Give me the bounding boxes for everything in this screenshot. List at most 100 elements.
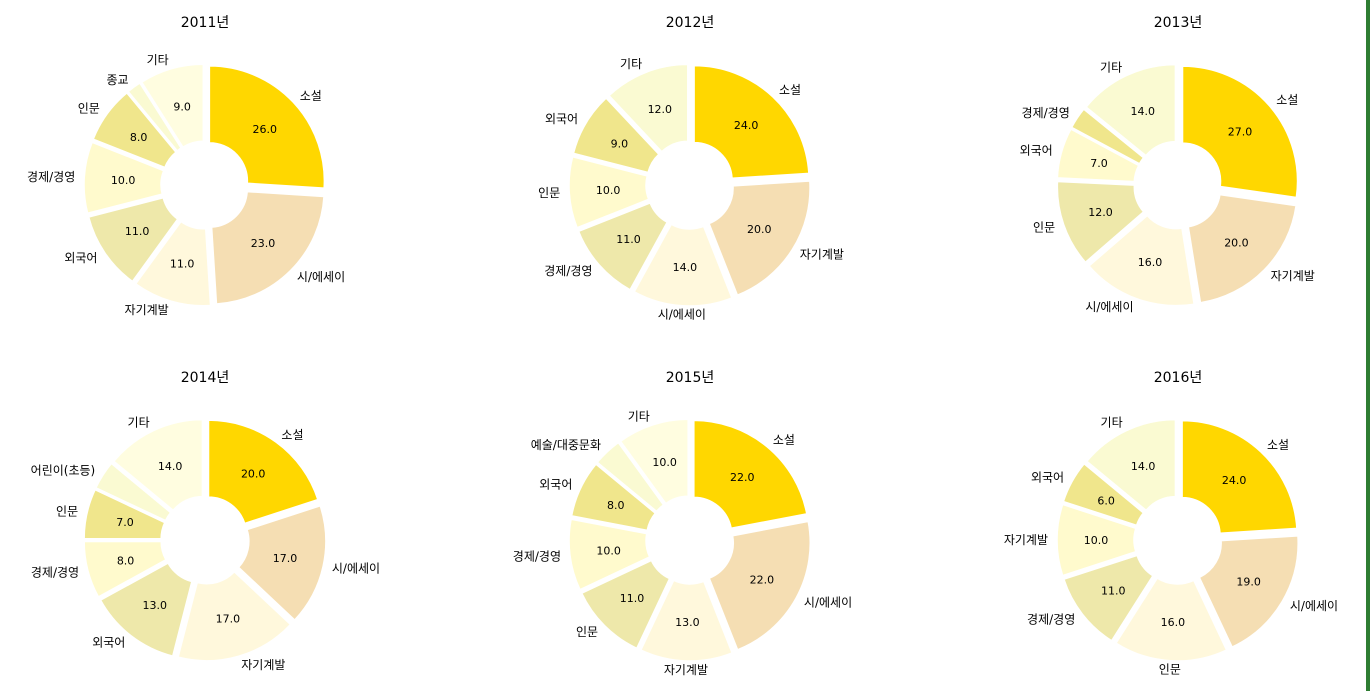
- slice-category-label: 외국어: [1020, 143, 1053, 157]
- slice-value-label: 13.0: [675, 616, 700, 629]
- pie-slice: [1085, 63, 1177, 157]
- pie-chart: 2011년 26.0 소설 23.0 시/에세이 11.0 자기계발 11.0 외국어 10.0 경…: [27, 15, 345, 317]
- slice-value-label: 11.0: [170, 258, 195, 271]
- chart-title: 2012년: [666, 15, 715, 31]
- slice-category-label: 외국어: [92, 636, 125, 650]
- slice-value-label: 16.0: [1138, 256, 1163, 269]
- pie-slice: [1087, 214, 1195, 307]
- pie-slice: [208, 65, 326, 189]
- pie-slice: [177, 570, 292, 662]
- slice-value-label: 8.0: [130, 131, 148, 144]
- pie-slice: [112, 418, 204, 512]
- slice-category-label: 외국어: [539, 478, 572, 492]
- slice-category-label: 시/에세이: [297, 270, 345, 284]
- slice-category-label: 경제/경영: [544, 264, 592, 278]
- donut-hole: [653, 503, 727, 577]
- slice-category-label: 인문: [1159, 663, 1181, 677]
- pie-slice: [570, 463, 657, 532]
- slice-value-label: 9.0: [173, 100, 191, 113]
- pie-chart: 2012년 24.0 소설 20.0 자기계발 14.0 시/에세이 11.0 경제/경영 10.…: [538, 15, 844, 322]
- slice-category-label: 기타: [1101, 415, 1123, 429]
- slice-category-label: 인문: [56, 505, 78, 519]
- pie-slice: [83, 488, 166, 540]
- pie-slice: [577, 201, 669, 291]
- slice-category-label: 예술/대중문화: [531, 438, 601, 452]
- slice-value-label: 14.0: [158, 460, 183, 473]
- slice-category-label: 어린이(초등): [31, 463, 96, 477]
- slice-value-label: 19.0: [1236, 576, 1261, 589]
- slice-value-label: 14.0: [673, 261, 698, 274]
- pie-slice: [207, 419, 319, 525]
- slice-value-label: 22.0: [750, 574, 775, 587]
- slice-category-label: 외국어: [545, 112, 578, 126]
- pie-slice: [1056, 503, 1137, 577]
- slice-value-label: 10.0: [596, 544, 621, 557]
- slice-category-label: 소설: [773, 433, 795, 447]
- slice-category-label: 소설: [281, 428, 303, 442]
- pie-slice: [568, 518, 651, 591]
- window-edge: [1366, 0, 1370, 691]
- donut-hole: [1141, 503, 1215, 577]
- slice-value-label: 20.0: [241, 468, 266, 481]
- slice-value-label: 14.0: [1131, 105, 1156, 118]
- slice-value-label: 7.0: [1090, 157, 1108, 170]
- slice-value-label: 8.0: [607, 499, 625, 512]
- slice-category-label: 외국어: [1031, 470, 1064, 484]
- slice-category-label: 인문: [538, 186, 560, 200]
- slice-category-label: 기타: [1100, 61, 1122, 75]
- slice-value-label: 13.0: [142, 599, 167, 612]
- slice-value-label: 16.0: [1161, 616, 1186, 629]
- slice-category-label: 소설: [300, 89, 322, 103]
- slice-value-label: 24.0: [734, 119, 759, 132]
- slice-value-label: 8.0: [117, 554, 135, 567]
- donut-hole: [168, 503, 242, 577]
- slice-value-label: 10.0: [596, 184, 621, 197]
- slice-value-label: 24.0: [1222, 474, 1247, 487]
- pie-slice: [633, 223, 733, 307]
- slice-value-label: 17.0: [273, 552, 298, 565]
- slice-value-label: 10.0: [1084, 534, 1109, 547]
- pie-slice: [708, 180, 811, 297]
- slice-category-label: 소설: [779, 83, 801, 97]
- pie-slice: [1056, 180, 1145, 264]
- pie-chart: 2015년 22.0 소설 22.0 시/에세이 13.0 자기계발 11.0 인문 10.0 경제…: [513, 370, 852, 677]
- slice-category-label: 경제/경영: [1027, 613, 1075, 627]
- slice-value-label: 10.0: [652, 456, 677, 469]
- slice-value-label: 20.0: [1224, 237, 1249, 250]
- pie-slice: [1062, 554, 1154, 642]
- slice-value-label: 9.0: [611, 137, 629, 150]
- pie-slice: [237, 504, 327, 622]
- donut-hole: [653, 148, 727, 222]
- chart-title: 2013년: [1154, 15, 1203, 31]
- pie-slice: [83, 141, 165, 215]
- pie-slice: [1062, 462, 1145, 527]
- pie-slice: [1181, 65, 1299, 199]
- pie-slice: [134, 220, 212, 307]
- slice-value-label: 11.0: [1101, 584, 1126, 597]
- pie-chart: 2014년 20.0 소설 17.0 시/에세이 17.0 자기계발 13.0 외국어 8.0 경제…: [31, 370, 380, 672]
- pie-slice: [92, 91, 177, 169]
- slice-value-label: 11.0: [616, 233, 641, 246]
- pie-slice: [572, 97, 660, 174]
- pie-slice: [1198, 535, 1299, 649]
- pie-slice: [596, 441, 665, 513]
- slice-category-label: 외국어: [64, 251, 97, 265]
- slice-category-label: 경제/경영: [513, 549, 561, 563]
- pie-chart: 2013년 27.0 소설 20.0 자기계발 16.0 시/에세이 12.0 인문 7.0 외국어…: [1020, 15, 1315, 314]
- slice-value-label: 17.0: [216, 613, 241, 626]
- slice-category-label: 소설: [1276, 93, 1298, 107]
- slice-category-label: 자기계발: [241, 658, 285, 672]
- slice-category-label: 소설: [1267, 438, 1289, 452]
- slice-category-label: 기타: [147, 53, 169, 67]
- pie-slice: [99, 562, 193, 658]
- slice-category-label: 기타: [620, 57, 642, 71]
- slice-category-label: 시/에세이: [332, 561, 380, 575]
- pie-slice: [619, 418, 689, 505]
- slice-category-label: 인문: [576, 625, 598, 639]
- slice-value-label: 23.0: [251, 237, 276, 250]
- slice-category-label: 자기계발: [1004, 533, 1048, 547]
- slice-category-label: 시/에세이: [1085, 300, 1133, 314]
- pie-slice: [94, 462, 172, 522]
- slice-category-label: 경제/경영: [31, 565, 79, 579]
- slice-category-label: 인문: [1033, 221, 1055, 235]
